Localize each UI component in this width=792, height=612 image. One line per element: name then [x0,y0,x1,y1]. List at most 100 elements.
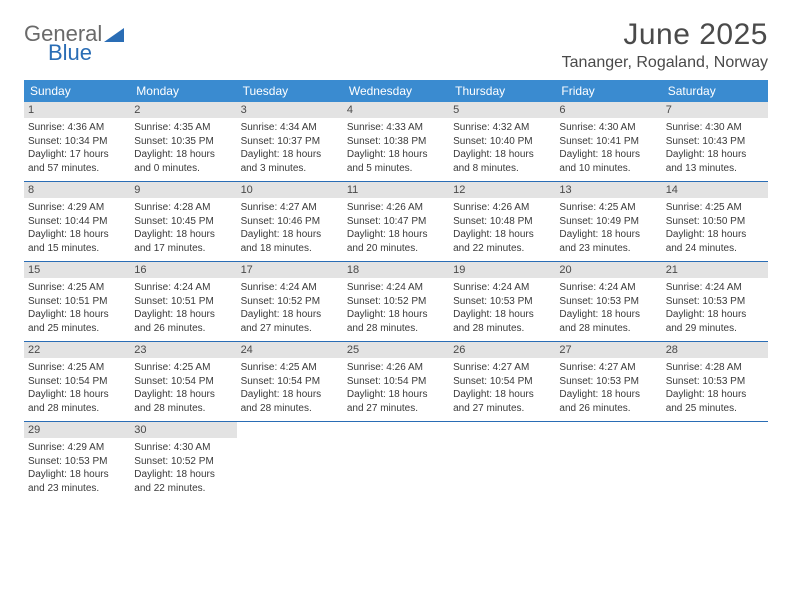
weekday-header: Monday [130,80,236,102]
day-details: Sunrise: 4:29 AMSunset: 10:44 PMDaylight… [28,201,126,255]
day-details: Sunrise: 4:26 AMSunset: 10:48 PMDaylight… [453,201,551,255]
day-number: 22 [24,342,130,358]
day-number: 2 [130,102,236,118]
day-cell: 14 Sunrise: 4:25 AMSunset: 10:50 PMDaylig… [662,182,768,261]
day-cell: 23Sunrise: 4:25 AMSunset: 10:54 PMDaylig… [130,342,236,421]
day-number: 8 [24,182,130,198]
weekday-header: Friday [555,80,661,102]
day-number: 26 [449,342,555,358]
day-cell: .. [555,422,661,501]
day-number: 4 [343,102,449,118]
day-details: Sunrise: 4:25 AMSunset: 10:51 PMDaylight… [28,281,126,335]
day-details: Sunrise: 4:25 AMSunset: 10:50 PMDaylight… [666,201,764,255]
day-details: Sunrise: 4:24 AMSunset: 10:53 PMDaylight… [666,281,764,335]
day-number: 14 [662,182,768,198]
day-cell: 15 Sunrise: 4:25 AMSunset: 10:51 PMDaylig… [24,262,130,341]
day-number: 25 [343,342,449,358]
day-number: 6 [555,102,661,118]
day-cell: 29 Sunrise: 4:29 AMSunset: 10:53 PMDaylig… [24,422,130,501]
day-number: 1 [24,102,130,118]
month-title: June 2025 [562,18,768,52]
day-cell: 8 Sunrise: 4:29 AMSunset: 10:44 PMDayligh… [24,182,130,261]
day-cell: .. [237,422,343,501]
logo-triangle-icon [104,25,124,45]
day-cell: 16Sunrise: 4:24 AMSunset: 10:51 PMDaylig… [130,262,236,341]
day-cell: 4 Sunrise: 4:33 AMSunset: 10:38 PMDayligh… [343,102,449,181]
day-cell: 10 Sunrise: 4:27 AMSunset: 10:46 PMDaylig… [237,182,343,261]
day-details: Sunrise: 4:26 AMSunset: 10:54 PMDaylight… [347,361,445,415]
logo: General Blue [24,24,124,63]
day-number: 15 [24,262,130,278]
day-cell: 1 Sunrise: 4:36 AMSunset: 10:34 PMDayligh… [24,102,130,181]
weekday-header-row: SundayMondayTuesdayWednesdayThursdayFrid… [24,80,768,102]
day-number: 5 [449,102,555,118]
day-details: Sunrise: 4:25 AMSunset: 10:54 PMDaylight… [28,361,126,415]
calendar-grid: SundayMondayTuesdayWednesdayThursdayFrid… [24,80,768,501]
day-number: 11 [343,182,449,198]
day-number: 27 [555,342,661,358]
week-row: 22Sunrise: 4:25 AMSunset: 10:54 PMDaylig… [24,342,768,422]
day-cell: 13Sunrise: 4:25 AMSunset: 10:49 PMDaylig… [555,182,661,261]
day-details: Sunrise: 4:29 AMSunset: 10:53 PMDaylight… [28,441,126,495]
week-row: 29 Sunrise: 4:29 AMSunset: 10:53 PMDaylig… [24,422,768,501]
day-cell: 26Sunrise: 4:27 AMSunset: 10:54 PMDaylig… [449,342,555,421]
day-details: Sunrise: 4:34 AMSunset: 10:37 PMDaylight… [241,121,339,175]
weekday-header: Tuesday [237,80,343,102]
day-number: 7 [662,102,768,118]
day-cell: 30 Sunrise: 4:30 AMSunset: 10:52 PMDaylig… [130,422,236,501]
title-block: June 2025 Tananger, Rogaland, Norway [562,18,768,72]
day-details: Sunrise: 4:24 AMSunset: 10:52 PMDaylight… [347,281,445,335]
day-cell: 19 Sunrise: 4:24 AMSunset: 10:53 PMDaylig… [449,262,555,341]
day-number: 19 [449,262,555,278]
day-cell: 2 Sunrise: 4:35 AMSunset: 10:35 PMDayligh… [130,102,236,181]
day-number: 10 [237,182,343,198]
day-number: 17 [237,262,343,278]
day-details: Sunrise: 4:25 AMSunset: 10:54 PMDaylight… [241,361,339,415]
day-cell: 21 Sunrise: 4:24 AMSunset: 10:53 PMDaylig… [662,262,768,341]
day-number: 21 [662,262,768,278]
day-details: Sunrise: 4:24 AMSunset: 10:51 PMDaylight… [134,281,232,335]
day-cell: .. [449,422,555,501]
day-details: Sunrise: 4:30 AMSunset: 10:41 PMDaylight… [559,121,657,175]
day-cell: 11Sunrise: 4:26 AMSunset: 10:47 PMDaylig… [343,182,449,261]
day-cell: 9Sunrise: 4:28 AMSunset: 10:45 PMDayligh… [130,182,236,261]
day-number: 30 [130,422,236,438]
day-number: 24 [237,342,343,358]
day-cell: 27 Sunrise: 4:27 AMSunset: 10:53 PMDaylig… [555,342,661,421]
day-details: Sunrise: 4:24 AMSunset: 10:52 PMDaylight… [241,281,339,335]
day-cell: 12 Sunrise: 4:26 AMSunset: 10:48 PMDaylig… [449,182,555,261]
day-cell: .. [662,422,768,501]
day-cell: 22 Sunrise: 4:25 AMSunset: 10:54 PMDaylig… [24,342,130,421]
location: Tananger, Rogaland, Norway [562,54,768,72]
weeks-container: 1 Sunrise: 4:36 AMSunset: 10:34 PMDayligh… [24,102,768,501]
day-cell: 7 Sunrise: 4:30 AMSunset: 10:43 PMDayligh… [662,102,768,181]
day-details: Sunrise: 4:32 AMSunset: 10:40 PMDaylight… [453,121,551,175]
day-number: 13 [555,182,661,198]
day-cell: 18 Sunrise: 4:24 AMSunset: 10:52 PMDaylig… [343,262,449,341]
day-cell: 25 Sunrise: 4:26 AMSunset: 10:54 PMDaylig… [343,342,449,421]
day-number: 12 [449,182,555,198]
weekday-header: Saturday [662,80,768,102]
weekday-header: Thursday [449,80,555,102]
day-details: Sunrise: 4:25 AMSunset: 10:54 PMDaylight… [134,361,232,415]
day-details: Sunrise: 4:30 AMSunset: 10:52 PMDaylight… [134,441,232,495]
day-cell: 24 Sunrise: 4:25 AMSunset: 10:54 PMDaylig… [237,342,343,421]
day-cell: 20Sunrise: 4:24 AMSunset: 10:53 PMDaylig… [555,262,661,341]
day-number: 18 [343,262,449,278]
day-details: Sunrise: 4:30 AMSunset: 10:43 PMDaylight… [666,121,764,175]
day-number: 29 [24,422,130,438]
day-cell: 28Sunrise: 4:28 AMSunset: 10:53 PMDaylig… [662,342,768,421]
weekday-header: Wednesday [343,80,449,102]
day-number: 9 [130,182,236,198]
day-cell: .. [343,422,449,501]
day-details: Sunrise: 4:27 AMSunset: 10:53 PMDaylight… [559,361,657,415]
day-details: Sunrise: 4:33 AMSunset: 10:38 PMDaylight… [347,121,445,175]
header: General Blue June 2025 Tananger, Rogalan… [24,18,768,72]
day-details: Sunrise: 4:35 AMSunset: 10:35 PMDaylight… [134,121,232,175]
day-number: 20 [555,262,661,278]
day-details: Sunrise: 4:24 AMSunset: 10:53 PMDaylight… [453,281,551,335]
day-details: Sunrise: 4:27 AMSunset: 10:46 PMDaylight… [241,201,339,255]
day-number: 28 [662,342,768,358]
day-details: Sunrise: 4:36 AMSunset: 10:34 PMDaylight… [28,121,126,175]
day-cell: 17 Sunrise: 4:24 AMSunset: 10:52 PMDaylig… [237,262,343,341]
